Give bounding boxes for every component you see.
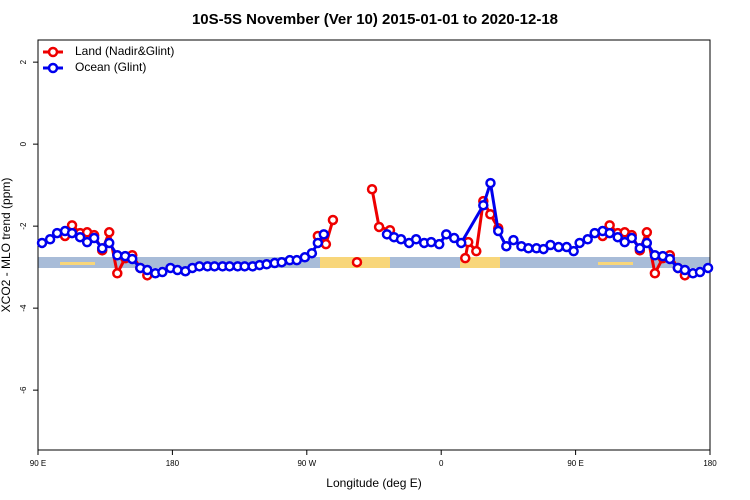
plot-frame xyxy=(37,39,711,451)
y-axis-label: XCO2 - MLO trend (ppm) xyxy=(0,178,13,313)
land-strip xyxy=(60,262,95,265)
data-point xyxy=(702,262,714,274)
data-point xyxy=(508,234,519,246)
x-tick-label: 0 xyxy=(439,459,444,468)
data-point xyxy=(641,227,653,238)
data-point xyxy=(545,239,556,251)
data-point xyxy=(523,243,534,254)
data-point xyxy=(501,240,512,252)
y-tick-label: -6 xyxy=(19,386,28,394)
data-point xyxy=(157,266,168,278)
chart-title: 10S-5S November (Ver 10) 2015-01-01 to 2… xyxy=(192,11,558,28)
data-point xyxy=(448,232,460,244)
data-point xyxy=(373,221,385,233)
y-tick-label: -2 xyxy=(19,222,28,230)
data-point xyxy=(626,232,637,244)
x-tick-label: 180 xyxy=(166,459,180,468)
data-point xyxy=(634,243,646,254)
data-point xyxy=(103,237,115,249)
data-point xyxy=(574,237,585,249)
data-point xyxy=(649,268,661,279)
data-point xyxy=(318,229,330,240)
data-point xyxy=(209,261,220,272)
data-point xyxy=(172,264,183,276)
data-point xyxy=(455,237,467,249)
data-point xyxy=(459,252,471,264)
data-point xyxy=(96,243,108,254)
legend-label: Ocean (Glint) xyxy=(75,60,146,74)
data-point xyxy=(126,253,138,265)
data-point xyxy=(478,199,489,211)
data-point xyxy=(261,259,272,270)
data-point xyxy=(641,237,653,249)
data-point xyxy=(395,234,407,245)
x-tick-label: 180 xyxy=(703,459,717,468)
legend-marker xyxy=(47,46,59,58)
data-point xyxy=(612,231,623,243)
y-tick-label: 0 xyxy=(19,141,28,146)
legend-marker xyxy=(47,62,59,74)
x-tick-label: 90 E xyxy=(30,459,46,468)
data-point xyxy=(568,245,579,257)
data-point xyxy=(492,225,504,237)
data-point xyxy=(425,236,437,248)
data-point xyxy=(312,237,324,249)
data-point xyxy=(679,264,691,276)
data-point xyxy=(44,234,56,245)
data-point xyxy=(434,238,445,250)
data-point xyxy=(366,183,378,195)
data-point xyxy=(224,261,235,272)
data-point xyxy=(74,231,86,243)
data-point xyxy=(66,227,78,239)
data-point xyxy=(351,256,363,268)
land-strip xyxy=(460,257,500,268)
data-point xyxy=(291,254,303,266)
data-point xyxy=(471,245,482,257)
y-tick-label: 2 xyxy=(19,59,28,64)
data-point xyxy=(485,177,496,189)
x-tick-label: 90 E xyxy=(567,459,583,468)
legend-label: Land (Nadir&Glint) xyxy=(75,44,174,58)
data-point xyxy=(441,229,452,240)
x-axis-label: Longitude (deg E) xyxy=(326,476,421,490)
land-strip xyxy=(598,262,633,265)
data-point xyxy=(327,214,339,226)
data-point xyxy=(103,227,115,238)
data-point xyxy=(694,266,706,278)
data-point xyxy=(485,209,496,220)
data-point xyxy=(88,232,100,244)
data-point xyxy=(306,247,318,259)
data-point xyxy=(36,237,48,249)
data-point xyxy=(410,234,422,245)
data-point xyxy=(553,241,564,253)
y-tick-label: -4 xyxy=(19,304,28,312)
data-point xyxy=(664,253,676,265)
data-point xyxy=(582,234,593,245)
data-point xyxy=(194,261,205,272)
data-point xyxy=(604,227,615,239)
data-point xyxy=(276,256,287,268)
x-tick-label: 90 W xyxy=(297,459,316,468)
data-point xyxy=(142,264,153,276)
data-point xyxy=(320,238,332,250)
data-point xyxy=(112,268,123,279)
